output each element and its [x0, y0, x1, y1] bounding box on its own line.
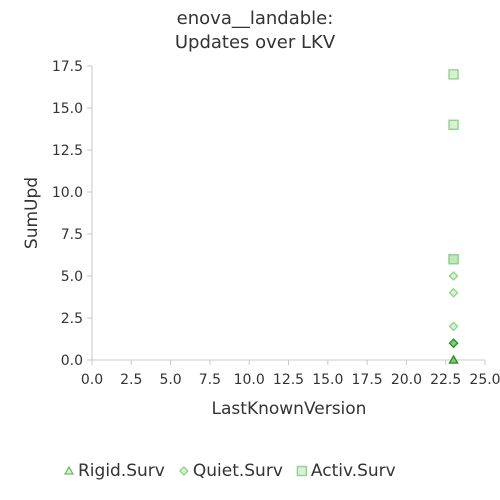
legend-marker-activ-surv — [296, 465, 308, 477]
y-tick-label: 10.0 — [52, 185, 83, 201]
x-tick-label: 20.0 — [391, 372, 422, 388]
legend-marker-rigid-surv — [63, 465, 75, 475]
x-tick-label: 7.5 — [199, 372, 221, 388]
data-point-quiet-surv — [448, 287, 459, 298]
y-tick-label: 12.5 — [52, 143, 83, 159]
y-tick-label: 5.0 — [61, 269, 83, 285]
chart-title-line-1: enova__landable: — [177, 8, 334, 29]
legend-marker-quiet-surv — [178, 466, 189, 476]
legend-label: Activ.Surv — [311, 461, 396, 481]
data-point-activ-surv — [448, 69, 459, 80]
x-tick-label: 22.5 — [430, 372, 461, 388]
chart-title-line-2: Updates over LKV — [175, 32, 336, 53]
x-tick-label: 15.0 — [312, 372, 343, 388]
data-point-quiet-surv — [448, 321, 459, 332]
data-point-activ-surv — [448, 119, 459, 131]
y-tick-label: 0.0 — [61, 353, 83, 369]
x-tick-label: 10.0 — [234, 372, 265, 388]
y-tick-label: 15.0 — [52, 101, 83, 117]
legend-label: Rigid.Surv — [78, 461, 165, 481]
y-axis-label: SumUpd — [22, 177, 42, 249]
y-tick-label: 2.5 — [61, 311, 83, 327]
data-point-quiet-surv — [448, 338, 459, 349]
x-tick-label: 0.0 — [81, 372, 103, 388]
data-point-activ-surv — [448, 253, 459, 265]
x-tick-label: 2.5 — [120, 372, 142, 388]
legend-label: Quiet.Surv — [193, 461, 283, 481]
x-tick-label: 5.0 — [159, 372, 181, 388]
plot-area: 0.0 2.5 5.0 7.5 10.0 12.5 15.0 17.5 20.0 22.5 25.0… — [52, 59, 500, 388]
legend: Rigid.Surv Quiet.Surv Activ.Surv — [63, 461, 396, 481]
y-tick-label: 17.5 — [52, 59, 83, 75]
x-axis-label: LastKnownVersion — [212, 399, 367, 419]
x-tick-label: 17.5 — [352, 372, 383, 388]
data-point-rigid-surv — [448, 354, 459, 364]
data-point-quiet-surv — [448, 271, 459, 281]
x-tick-label: 12.5 — [273, 372, 304, 388]
x-tick-label: 25.0 — [469, 372, 500, 388]
y-tick-label: 7.5 — [61, 227, 83, 243]
